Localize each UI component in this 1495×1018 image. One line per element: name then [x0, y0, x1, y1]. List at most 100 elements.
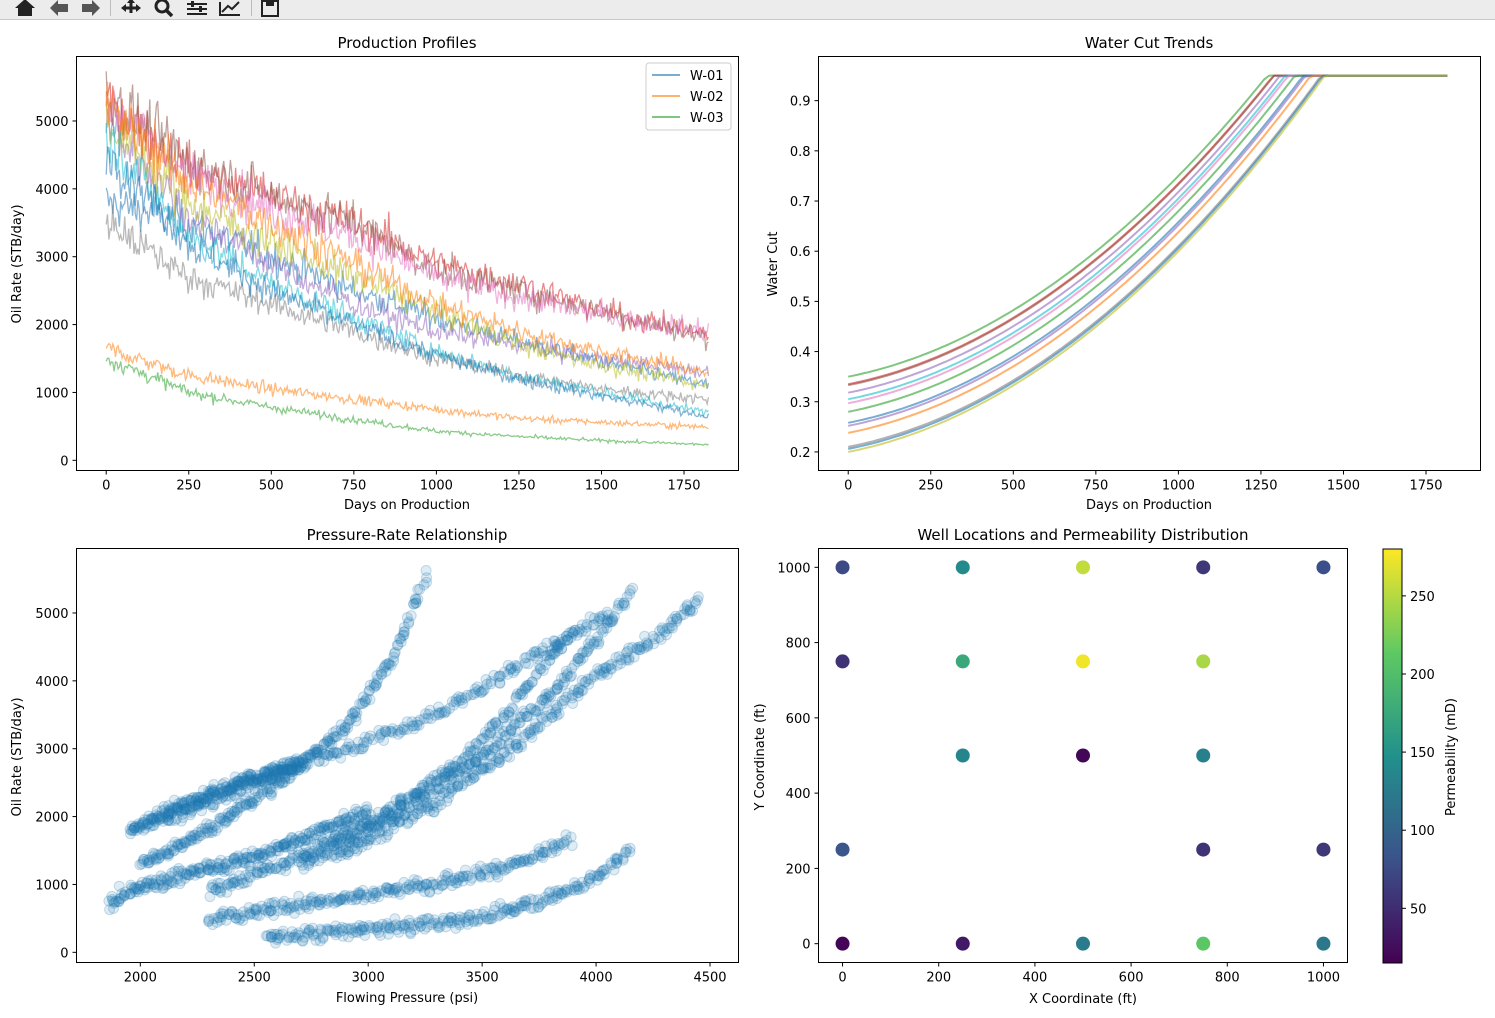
scatter-point [436, 874, 448, 886]
scatter-point [313, 821, 325, 833]
series-line-well-12 [105, 81, 709, 378]
scatter-point [265, 928, 277, 940]
scatter-point [150, 874, 162, 886]
scatter-point [482, 913, 493, 925]
pan-icon[interactable] [118, 0, 144, 18]
water-cut-line-3 [848, 74, 1448, 387]
well-marker[interactable] [1076, 748, 1090, 763]
scatter-point [308, 928, 320, 940]
scatter-point [552, 887, 564, 899]
configure-subplots-icon[interactable] [184, 0, 210, 18]
scatter-point [314, 935, 326, 947]
scatter-point [597, 865, 609, 877]
scatter-point [327, 821, 339, 833]
well-marker[interactable] [955, 560, 970, 575]
scatter-point [172, 873, 184, 885]
scatter-point [253, 852, 265, 864]
toolbar [0, 0, 1495, 20]
scatter-point [265, 931, 277, 943]
scatter-point [365, 809, 377, 821]
scatter-point [442, 916, 454, 928]
scatter-point [118, 890, 130, 902]
scatter-point [546, 892, 558, 904]
scatter-point [519, 896, 531, 908]
scatter-point [346, 894, 358, 906]
scatter-point [499, 905, 511, 917]
scatter-point [403, 914, 415, 926]
edit-axis-icon[interactable] [217, 0, 243, 18]
scatter-point [605, 857, 617, 869]
scatter-point [215, 914, 226, 926]
well-marker[interactable] [1196, 654, 1211, 669]
scatter-point [248, 903, 260, 915]
scatter-point [336, 921, 348, 933]
legend-label: W-01 [690, 69, 724, 84]
scatter-point [398, 918, 410, 930]
scatter-point [251, 909, 263, 921]
scatter-point [513, 854, 525, 866]
scatter-point [352, 887, 364, 899]
axis-ticks: 0 200 400 600 800 1000 0 200 400 600 800 1000 [777, 561, 1340, 985]
scatter-point [243, 902, 255, 913]
scatter-point [380, 881, 392, 893]
well-marker[interactable] [835, 560, 850, 575]
well-marker[interactable] [1076, 560, 1090, 575]
well-marker[interactable] [835, 936, 850, 951]
scatter-point [142, 882, 154, 893]
scatter-point [305, 895, 317, 907]
scatter-point [293, 890, 305, 902]
well-marker[interactable] [1076, 654, 1090, 669]
scatter-point [272, 932, 284, 944]
scatter-point [239, 853, 251, 865]
scatter-point [266, 842, 278, 854]
scatter-point [183, 869, 195, 881]
well-marker[interactable] [835, 654, 850, 669]
scatter-point [273, 932, 285, 944]
scatter-point [314, 923, 326, 935]
scatter-point [254, 849, 265, 861]
scatter-point [234, 912, 246, 924]
scatter-point [213, 864, 224, 876]
scatter-point [180, 868, 192, 879]
scatter-point [328, 926, 340, 938]
y-tick-label: 0.2 [790, 446, 811, 461]
well-marker[interactable] [1196, 842, 1211, 857]
scatter-point [223, 908, 235, 920]
well-marker[interactable] [1196, 560, 1211, 575]
scatter-point [136, 876, 148, 888]
well-marker[interactable] [955, 936, 970, 951]
well-marker[interactable] [1316, 560, 1331, 575]
scatter-point [256, 852, 268, 863]
scatter-point [244, 908, 256, 920]
scatter-point [293, 897, 305, 909]
scatter-point [508, 858, 520, 870]
zoom-icon[interactable] [151, 0, 177, 18]
scatter-point [505, 904, 517, 916]
scatter-point [305, 899, 317, 911]
well-marker[interactable] [955, 748, 970, 763]
well-marker[interactable] [1196, 748, 1211, 763]
series-line-well-7 [105, 89, 710, 342]
forward-arrow-icon[interactable] [78, 0, 104, 18]
well-marker[interactable] [835, 842, 850, 857]
scatter-point [134, 883, 145, 895]
scatter-point [283, 835, 295, 847]
subplot-water-cut-trends: Water Cut Trends Days on Production Wate… [766, 34, 1481, 513]
back-arrow-icon[interactable] [46, 0, 72, 18]
scatter-point [490, 866, 502, 878]
save-icon[interactable] [257, 0, 283, 18]
water-cut-line-4 [848, 74, 1448, 394]
home-icon[interactable] [12, 0, 38, 18]
y-tick-label: 0.8 [790, 145, 811, 160]
well-marker[interactable] [1316, 936, 1331, 951]
scatter-point [410, 597, 422, 609]
well-marker[interactable] [1076, 936, 1090, 951]
well-marker[interactable] [1196, 936, 1211, 951]
well-marker[interactable] [1316, 842, 1331, 857]
well-marker[interactable] [955, 654, 970, 669]
scatter-point [389, 884, 401, 896]
scatter-point [232, 850, 244, 862]
scatter-point [550, 890, 562, 902]
scatter-point [104, 904, 116, 916]
scatter-point [264, 845, 276, 857]
